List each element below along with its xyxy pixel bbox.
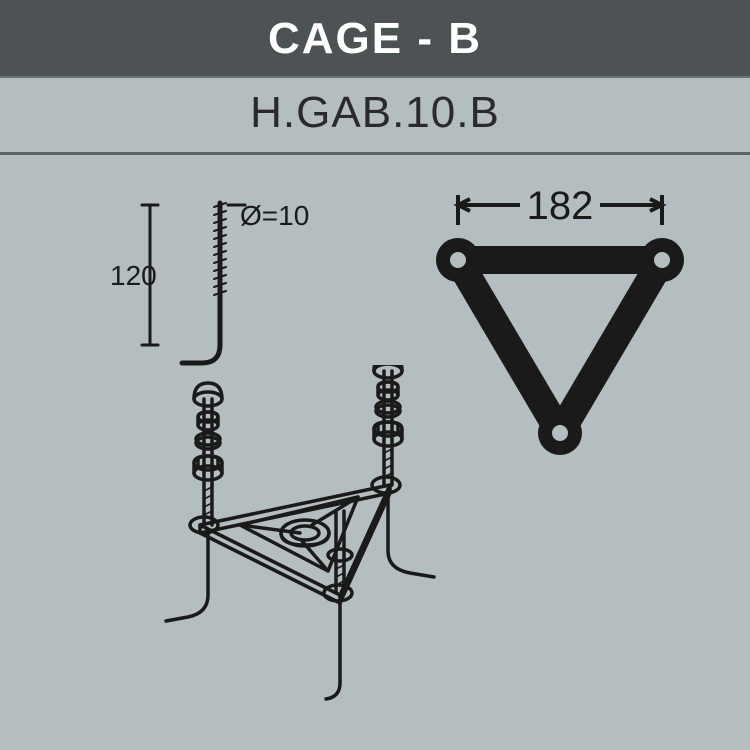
diagram-canvas: 120 Ø=10	[0, 155, 750, 715]
product-code: H.GAB.10.B	[250, 88, 500, 137]
subtitle-bar: H.GAB.10.B	[0, 78, 750, 155]
product-title: CAGE - B	[268, 14, 482, 63]
isometric-assembly	[140, 365, 500, 705]
width-label: 182	[527, 184, 594, 228]
diameter-label: Ø=10	[240, 200, 309, 231]
title-bar: CAGE - B	[0, 0, 750, 78]
height-label: 120	[110, 260, 157, 291]
